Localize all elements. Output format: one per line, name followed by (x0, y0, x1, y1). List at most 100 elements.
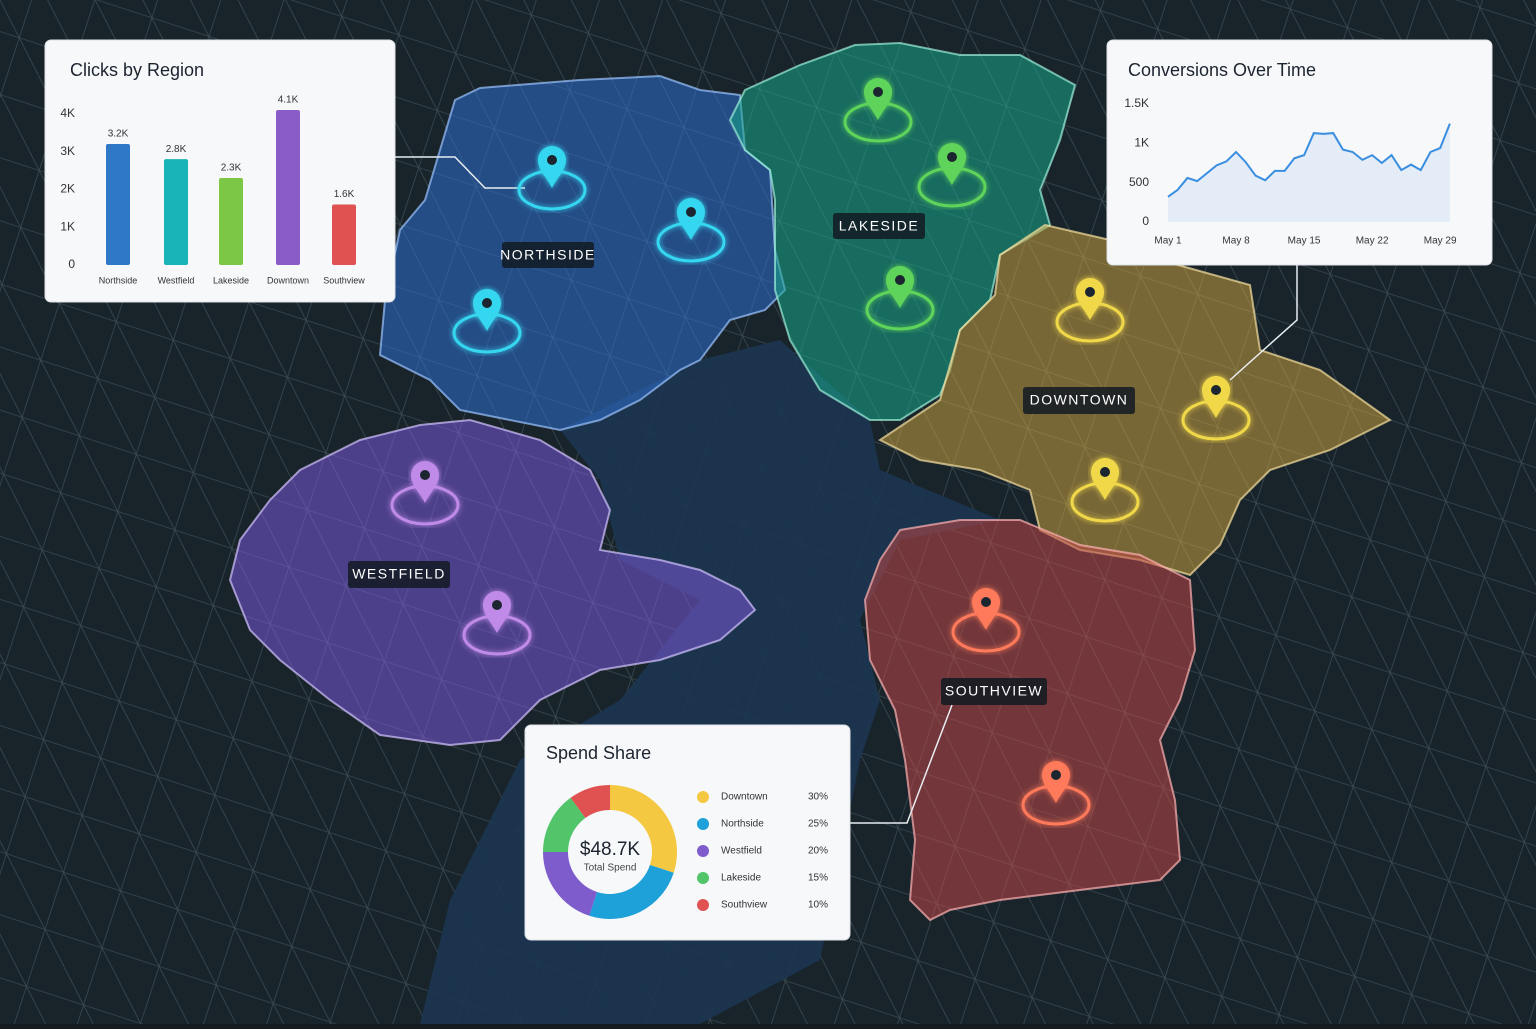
bar (164, 159, 188, 265)
value-label: 2.3K (221, 163, 242, 174)
region-label: SOUTHVIEW (945, 683, 1043, 699)
line-area (1168, 123, 1450, 222)
legend-swatch (697, 818, 709, 830)
bar (106, 144, 130, 265)
connector (850, 704, 953, 824)
legend-label: Downtown (721, 792, 768, 803)
legend-swatch (697, 899, 709, 911)
x-tick-label: Lakeside (213, 275, 249, 285)
legend-swatch (697, 791, 709, 803)
bar (276, 110, 300, 265)
chart-title: Spend Share (546, 743, 651, 763)
pin (677, 198, 705, 240)
y-tick-label: 0 (1142, 214, 1149, 228)
pin-dot (1085, 287, 1095, 297)
pin-dot (482, 298, 492, 308)
pin-dot (1100, 467, 1110, 477)
pin-dot (420, 470, 430, 480)
legend-swatch (697, 845, 709, 857)
pie-slice (570, 784, 610, 819)
pie-center-label: $48.7K (580, 839, 641, 860)
bar (219, 178, 243, 265)
y-tick-label: 1.5K (1124, 96, 1149, 110)
pin-dot (686, 207, 696, 217)
region-label: DOWNTOWN (1030, 392, 1129, 408)
legend-value: 10% (808, 900, 828, 911)
pin-dot (547, 155, 557, 165)
region-label: LAKESIDE (839, 218, 919, 234)
y-tick-label: 500 (1129, 175, 1149, 189)
pins (390, 78, 1251, 826)
value-label: 2.8K (166, 144, 187, 155)
value-label: 4.1K (278, 95, 299, 106)
label-box (1023, 387, 1135, 414)
pin-dot (1211, 385, 1221, 395)
y-tick-label: 1K (60, 219, 75, 233)
legend-label: Northside (721, 819, 764, 830)
line-card (1106, 39, 1493, 266)
pin (1076, 278, 1104, 320)
x-tick-label: Westfield (158, 275, 195, 285)
y-tick-label: 3K (60, 144, 75, 158)
y-tick-label: 0 (68, 257, 75, 271)
bar (332, 204, 356, 265)
label-box (348, 561, 450, 588)
pin (972, 588, 1000, 630)
legend-label: Westfield (721, 846, 762, 857)
regions (228, 41, 1392, 922)
pie-center-sublabel: Total Spend (584, 863, 637, 874)
label-box (941, 678, 1047, 705)
x-tick-label: May 1 (1154, 236, 1182, 247)
pin (886, 266, 914, 308)
legend-label: Lakeside (721, 873, 761, 884)
label-box (502, 242, 594, 268)
region-label: WESTFIELD (352, 566, 446, 582)
pie-card (524, 724, 851, 941)
x-tick-label: May 8 (1222, 236, 1250, 247)
x-tick-label: May 29 (1424, 236, 1457, 247)
region-westfield (228, 418, 757, 747)
value-label: 1.6K (334, 189, 355, 200)
y-tick-label: 1K (1134, 136, 1149, 150)
y-tick-label: 2K (60, 182, 75, 196)
value-label: 3.2K (108, 129, 129, 140)
chart-title: Conversions Over Time (1128, 60, 1316, 80)
pin (473, 289, 501, 331)
region-label: NORTHSIDE (500, 247, 596, 263)
legend-value: 30% (808, 792, 828, 803)
legend-value: 25% (808, 819, 828, 830)
label-box (833, 213, 925, 239)
bar-card (44, 39, 396, 303)
pin (1042, 761, 1070, 803)
pin (938, 143, 966, 185)
pin (538, 146, 566, 188)
pin-dot (947, 152, 957, 162)
region-southview (863, 519, 1197, 922)
pin (411, 461, 439, 503)
pin (864, 78, 892, 120)
x-tick-label: Northside (99, 275, 138, 285)
region-labels: NORTHSIDE LAKESIDE DOWNTOWN WESTFIELD SO… (348, 213, 1135, 705)
x-tick-label: May 22 (1356, 236, 1389, 247)
pie-slice (589, 864, 674, 919)
legend-label: Southview (721, 900, 768, 911)
connector (395, 156, 525, 189)
pin (1091, 458, 1119, 500)
pin-dot (895, 275, 905, 285)
pin (483, 591, 511, 633)
pin (1202, 376, 1230, 418)
legend-swatch (697, 872, 709, 884)
pin-dot (981, 597, 991, 607)
connector (1229, 265, 1298, 381)
pie-slice (543, 797, 586, 852)
legend-value: 20% (808, 846, 828, 857)
pin-dot (1051, 770, 1061, 780)
x-tick-label: Southview (323, 275, 365, 285)
chart-title: Clicks by Region (70, 60, 204, 80)
connectors (395, 156, 1298, 824)
pin-dot (492, 600, 502, 610)
x-tick-label: Downtown (267, 275, 309, 285)
pin-dot (873, 87, 883, 97)
y-tick-label: 4K (60, 106, 75, 120)
